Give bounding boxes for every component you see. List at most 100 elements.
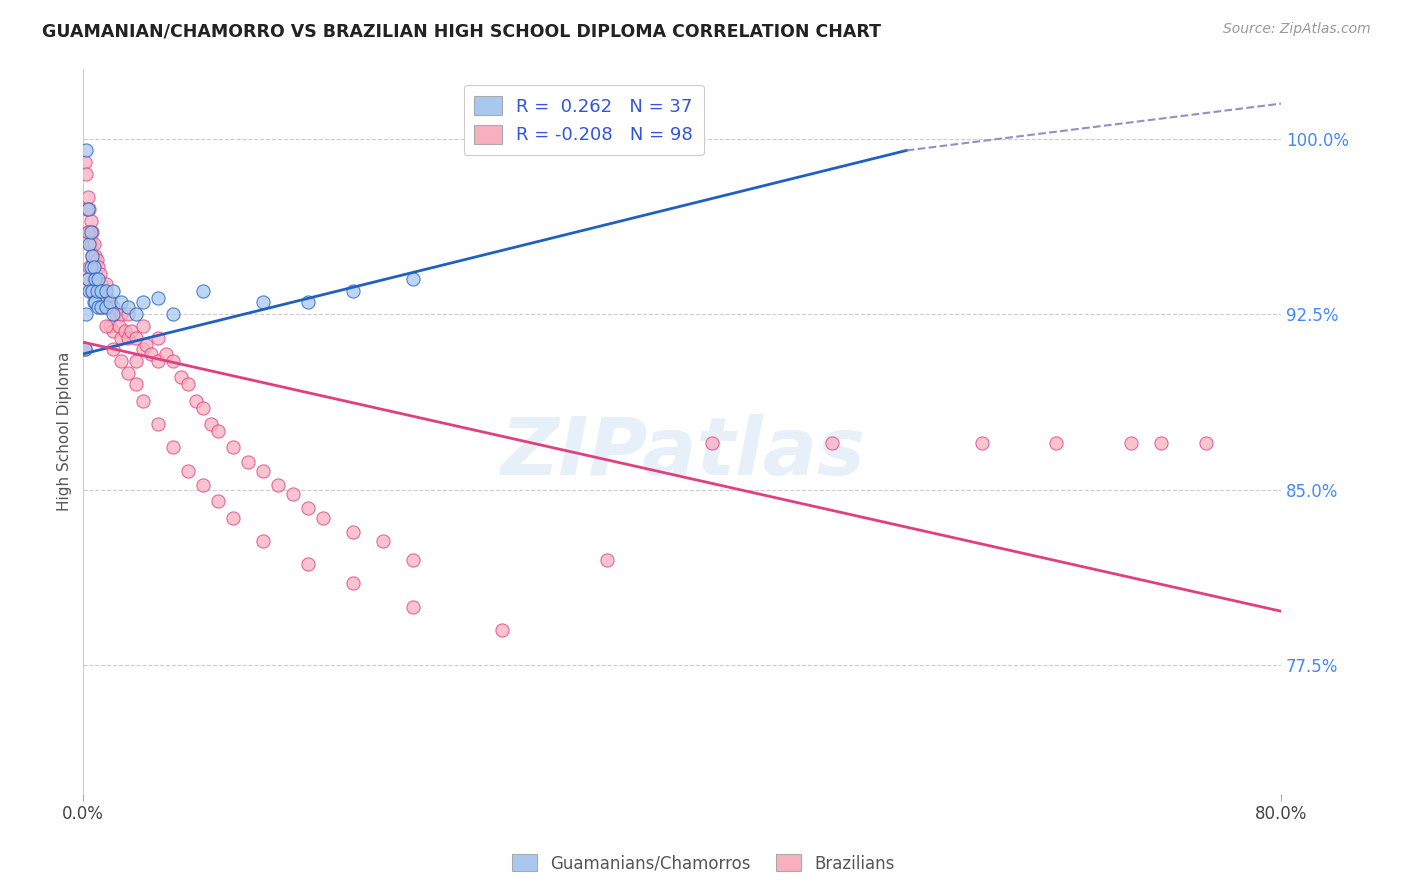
Point	[77, 284, 100, 298]
Point	[98, 295, 121, 310]
Point	[103, 324, 125, 338]
Point	[222, 441, 245, 455]
Point	[132, 393, 155, 408]
Point	[236, 454, 259, 468]
Point	[132, 295, 155, 310]
Point	[76, 272, 98, 286]
Point	[120, 324, 142, 338]
Point	[125, 307, 148, 321]
Point	[83, 260, 105, 275]
Point	[83, 272, 105, 286]
Point	[77, 260, 100, 275]
Point	[77, 202, 100, 216]
Point	[312, 510, 335, 524]
Point	[91, 284, 114, 298]
Point	[84, 272, 107, 286]
Point	[1195, 435, 1218, 450]
Point	[970, 435, 993, 450]
Point	[103, 343, 125, 357]
Point	[297, 501, 319, 516]
Point	[252, 295, 274, 310]
Point	[84, 295, 107, 310]
Point	[252, 534, 274, 549]
Point	[110, 330, 132, 344]
Point	[90, 300, 112, 314]
Point	[169, 370, 191, 384]
Point	[103, 284, 125, 298]
Point	[82, 284, 104, 298]
Point	[146, 291, 169, 305]
Point	[82, 249, 104, 263]
Point	[146, 417, 169, 431]
Point	[177, 464, 200, 478]
Point	[821, 435, 844, 450]
Point	[82, 249, 104, 263]
Point	[596, 553, 619, 567]
Point	[83, 236, 105, 251]
Point	[114, 324, 136, 338]
Point	[146, 330, 169, 344]
Point	[90, 284, 112, 298]
Point	[86, 253, 108, 268]
Point	[86, 284, 108, 298]
Point	[401, 272, 423, 286]
Point	[207, 494, 229, 508]
Point	[103, 307, 125, 321]
Point	[84, 249, 107, 263]
Point	[77, 236, 100, 251]
Point	[87, 284, 110, 298]
Point	[110, 354, 132, 368]
Point	[1121, 435, 1143, 450]
Point	[73, 343, 96, 357]
Point	[76, 272, 98, 286]
Point	[177, 377, 200, 392]
Point	[700, 435, 723, 450]
Point	[191, 284, 214, 298]
Legend: Guamanians/Chamorros, Brazilians: Guamanians/Chamorros, Brazilians	[505, 847, 901, 880]
Point	[76, 202, 98, 216]
Point	[401, 553, 423, 567]
Point	[73, 155, 96, 169]
Point	[90, 277, 112, 291]
Point	[281, 487, 304, 501]
Point	[207, 424, 229, 438]
Point	[297, 295, 319, 310]
Point	[342, 284, 364, 298]
Point	[191, 401, 214, 415]
Point	[97, 300, 120, 314]
Point	[297, 558, 319, 572]
Point	[108, 318, 131, 333]
Point	[162, 354, 184, 368]
Point	[139, 347, 162, 361]
Point	[401, 599, 423, 614]
Point	[76, 225, 98, 239]
Point	[132, 343, 155, 357]
Point	[73, 343, 96, 357]
Point	[87, 260, 110, 275]
Point	[155, 347, 177, 361]
Point	[132, 318, 155, 333]
Point	[82, 284, 104, 298]
Point	[80, 213, 103, 227]
Point	[371, 534, 394, 549]
Point	[125, 377, 148, 392]
Point	[98, 295, 121, 310]
Point	[83, 295, 105, 310]
Point	[94, 300, 117, 314]
Point	[222, 510, 245, 524]
Point	[86, 284, 108, 298]
Point	[135, 337, 157, 351]
Point	[110, 307, 132, 321]
Text: Source: ZipAtlas.com: Source: ZipAtlas.com	[1223, 22, 1371, 37]
Point	[342, 524, 364, 539]
Point	[117, 366, 139, 380]
Point	[162, 307, 184, 321]
Point	[75, 202, 97, 216]
Point	[191, 478, 214, 492]
Point	[75, 144, 97, 158]
Point	[342, 576, 364, 591]
Point	[105, 307, 128, 321]
Point	[76, 225, 98, 239]
Point	[90, 300, 112, 314]
Point	[77, 225, 100, 239]
